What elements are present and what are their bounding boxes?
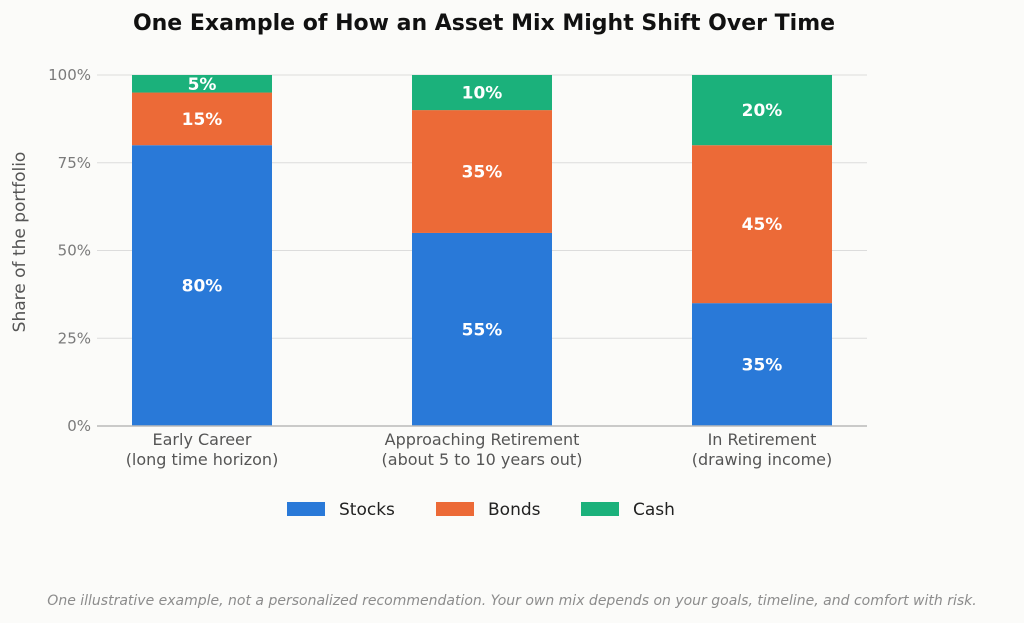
bar-segment-bonds (412, 110, 552, 233)
legend-swatch-stocks (287, 502, 325, 516)
legend-label-cash: Cash (633, 500, 675, 520)
data-label: 55% (462, 320, 503, 340)
legend-swatch-bonds (436, 502, 474, 516)
footnote: One illustrative example, not a personal… (47, 593, 977, 609)
x-category-label: (long time horizon) (126, 450, 279, 469)
y-tick-label: 75% (58, 154, 91, 172)
y-tick-label: 50% (58, 242, 91, 260)
bar-segment-cash (412, 75, 552, 111)
data-label: 80% (182, 277, 223, 297)
x-category-label: In Retirement (708, 430, 817, 449)
y-axis-label: Share of the portfolio (10, 152, 30, 333)
legend-label-bonds: Bonds (488, 500, 541, 520)
data-label: 10% (462, 84, 503, 104)
bar-segment-cash (132, 75, 272, 93)
axes: 0% 25% 50% 75% 100% Early Career(long time ho… (48, 66, 867, 469)
y-tick-label: 25% (58, 329, 91, 347)
x-category-label: Approaching Retirement (385, 430, 580, 449)
legend: Stocks Bonds Cash (287, 500, 675, 520)
y-tick-label: 0% (67, 417, 91, 435)
legend-label-stocks: Stocks (339, 500, 395, 520)
x-category-label: (about 5 to 10 years out) (382, 450, 583, 469)
bar-segment-bonds (132, 92, 272, 146)
x-category-label: (drawing income) (692, 450, 833, 469)
data-label: 35% (742, 356, 783, 376)
bar-segment-cash (692, 75, 832, 146)
x-category-label: Early Career (153, 430, 252, 449)
y-tick-label: 100% (48, 66, 91, 84)
data-label: 20% (742, 101, 783, 121)
data-label: 5% (188, 75, 217, 95)
bar-segment-stocks (132, 145, 272, 426)
bars: 80% 15% 5% 55% 35% 10% 35% 45% 20% (132, 75, 832, 426)
data-label: 45% (742, 215, 783, 235)
bar-segment-stocks (692, 303, 832, 426)
legend-swatch-cash (581, 502, 619, 516)
data-label: 35% (462, 163, 503, 183)
data-label: 15% (182, 110, 223, 130)
bar-segment-stocks (412, 232, 552, 426)
bar-segment-bonds (692, 145, 832, 304)
chart-title: One Example of How an Asset Mix Might Sh… (133, 11, 835, 36)
